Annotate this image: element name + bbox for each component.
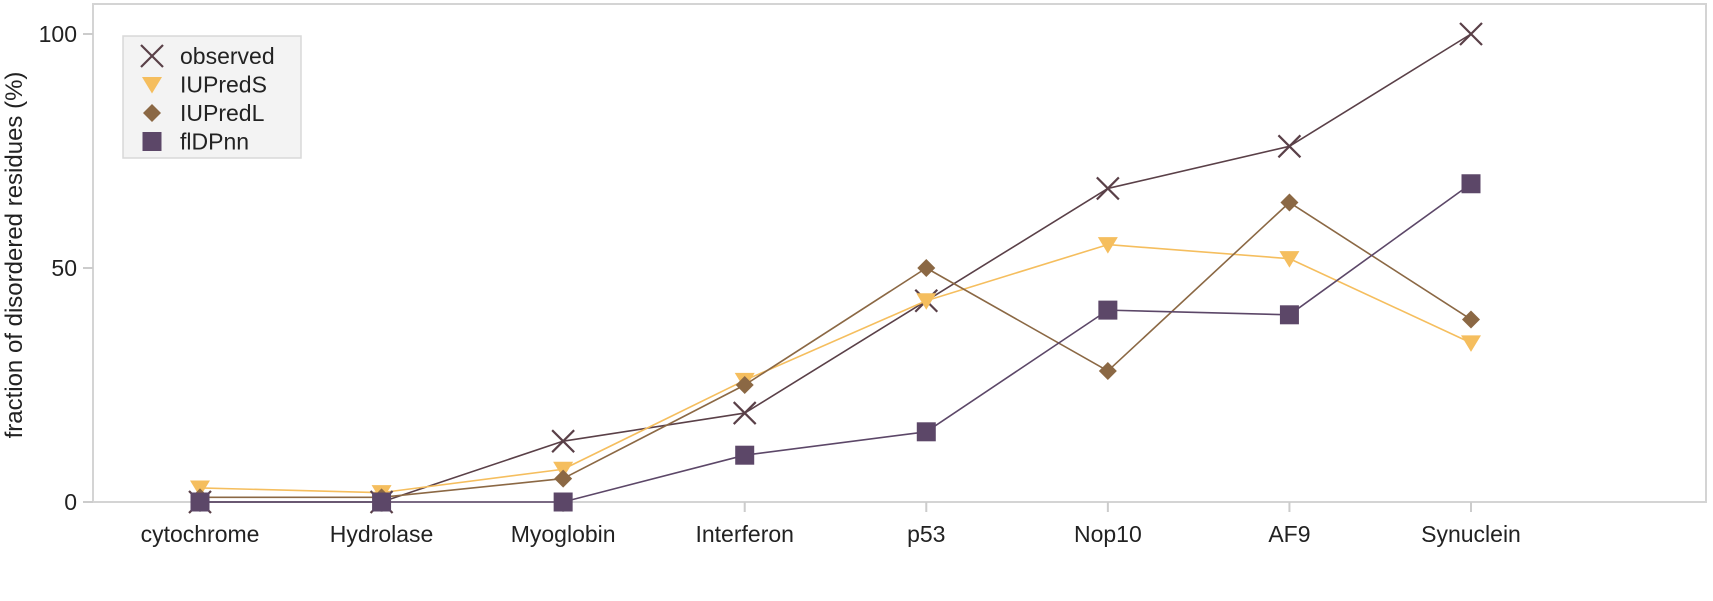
- x-tick-label: Nop10: [1074, 521, 1142, 547]
- marker-diamond: [1280, 193, 1299, 212]
- marker-x: [140, 44, 164, 68]
- marker-triangle: [916, 293, 937, 310]
- marker-square: [372, 492, 392, 512]
- y-tick-label: 50: [51, 255, 77, 281]
- marker-x: [1277, 134, 1302, 159]
- legend-entry-label: flDPnn: [180, 129, 249, 155]
- marker-square: [142, 132, 162, 151]
- marker-x-stroke: [551, 429, 575, 453]
- marker-x-stroke: [1096, 176, 1120, 201]
- x-tick-label: Interferon: [695, 521, 793, 547]
- marker-x: [732, 401, 757, 425]
- x-tick-label: Myoglobin: [511, 521, 616, 547]
- legend-entry-label: observed: [180, 43, 275, 69]
- marker-diamond: [735, 376, 754, 394]
- plot-area: [92, 3, 1707, 503]
- marker-x-stroke: [732, 401, 757, 425]
- legend-entry-label: IUPredS: [180, 72, 267, 98]
- series-markers-fldpnn: [190, 174, 1481, 512]
- marker-square: [1461, 174, 1481, 194]
- marker-x: [1459, 22, 1483, 46]
- marker-x: [551, 429, 575, 453]
- series-line-fldpnn: [200, 183, 1472, 503]
- marker-x-stroke: [1459, 22, 1483, 46]
- marker-diamond: [143, 104, 161, 122]
- marker-triangle: [1279, 251, 1300, 268]
- marker-diamond: [1098, 361, 1117, 380]
- marker-diamond: [554, 469, 573, 488]
- x-tick-label: cytochrome: [141, 521, 260, 547]
- plot-frame: [92, 3, 1707, 503]
- marker-triangle: [1097, 237, 1118, 254]
- marker-x-stroke: [140, 44, 164, 68]
- marker-triangle: [142, 77, 162, 94]
- y-tick-label: 100: [39, 21, 77, 47]
- x-tick-label: AF9: [1268, 521, 1310, 547]
- marker-square: [1279, 305, 1299, 325]
- y-tick-label: 0: [64, 489, 77, 515]
- series-line-iupredl: [200, 201, 1472, 499]
- axes: 0 50 100 cytochrome Hydrolase Myoglobin Interf…: [1, 21, 1521, 547]
- series-line-iupreds: [199, 243, 1472, 494]
- series-line-observed: [200, 33, 1472, 503]
- marker-square: [735, 445, 755, 465]
- x-tick-label: p53: [907, 521, 945, 547]
- y-axis-label: fraction of disordered residues (%): [1, 72, 28, 439]
- marker-x-stroke: [1277, 134, 1302, 159]
- marker-square: [190, 492, 210, 512]
- marker-square: [553, 492, 573, 512]
- x-tick-label: Synuclein: [1421, 521, 1521, 547]
- series-layer: [188, 22, 1483, 514]
- marker-x: [1096, 176, 1120, 201]
- marker-triangle: [1461, 335, 1481, 352]
- marker-diamond: [1462, 310, 1480, 329]
- x-tick-label: Hydrolase: [330, 521, 434, 547]
- marker-square: [1098, 300, 1118, 320]
- marker-square: [916, 422, 936, 442]
- legend-entry-label: IUPredL: [180, 100, 265, 126]
- marker-diamond: [917, 259, 936, 277]
